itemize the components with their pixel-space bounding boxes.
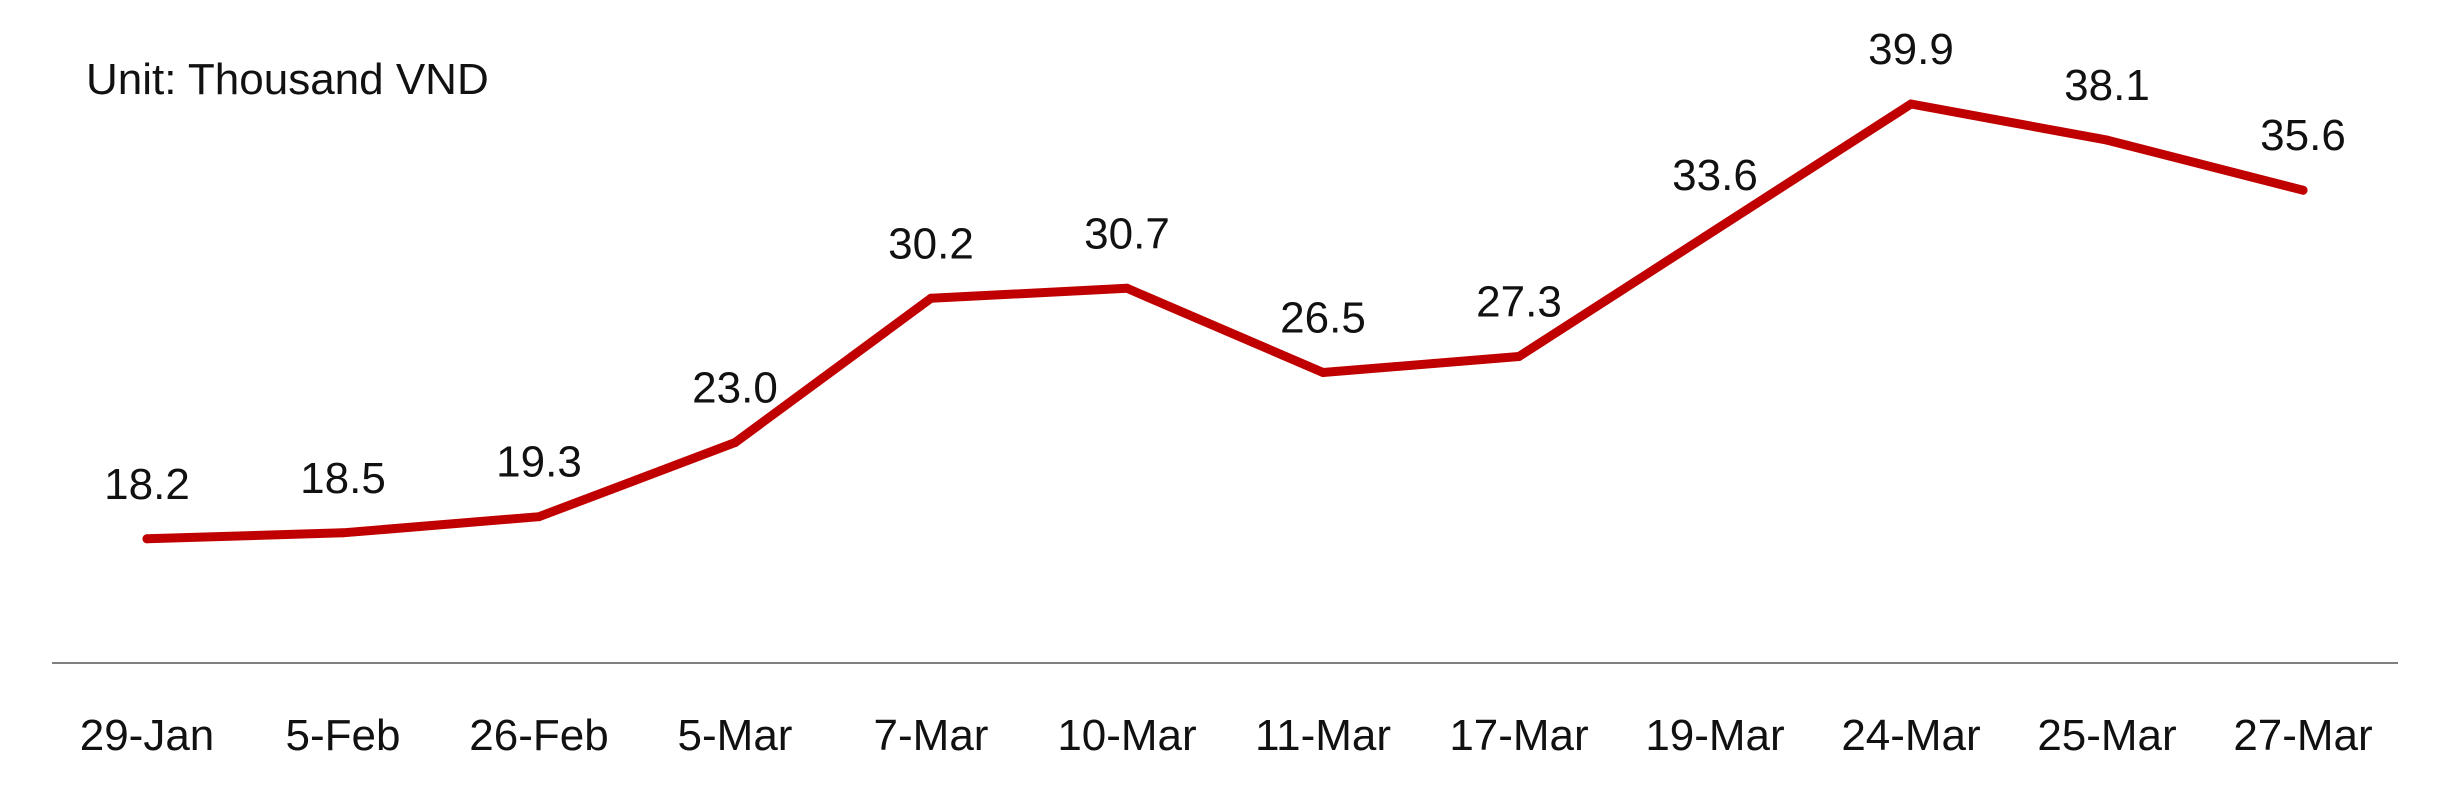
data-point	[1514, 352, 1524, 361]
x-tick-label: 24-Mar	[1841, 711, 1980, 760]
x-tick-label: 26-Feb	[469, 711, 608, 760]
x-tick-label: 25-Mar	[2037, 711, 2176, 760]
data-point	[730, 438, 740, 448]
data-point	[2298, 185, 2308, 195]
data-point	[142, 534, 152, 544]
data-label: 35.6	[2260, 111, 2346, 160]
data-label: 38.1	[2064, 61, 2150, 110]
data-label: 18.5	[300, 454, 386, 503]
data-point	[1318, 368, 1328, 377]
data-point	[534, 512, 544, 522]
x-tick-label: 5-Mar	[678, 711, 793, 760]
x-tick-label: 17-Mar	[1449, 711, 1588, 760]
data-label: 39.9	[1868, 25, 1954, 74]
data-label: 18.2	[104, 460, 190, 509]
data-label: 19.3	[496, 438, 582, 487]
data-point	[926, 293, 936, 303]
x-tick-label: 29-Jan	[80, 711, 215, 760]
x-tick-label: 7-Mar	[874, 711, 989, 760]
x-tick-label: 5-Feb	[286, 711, 401, 760]
data-label: 30.2	[888, 219, 974, 268]
data-point	[338, 528, 348, 538]
data-point	[2102, 135, 2112, 145]
data-point	[1906, 99, 1916, 109]
data-label: 26.5	[1280, 294, 1366, 343]
x-tick-label: 10-Mar	[1057, 711, 1196, 760]
x-tick-label: 11-Mar	[1255, 711, 1391, 760]
data-label: 23.0	[692, 364, 778, 413]
unit-annotation: Unit: Thousand VND	[86, 55, 489, 104]
data-label: 30.7	[1084, 209, 1170, 258]
data-label: 33.6	[1672, 151, 1758, 200]
data-point	[1710, 225, 1720, 235]
data-label: 27.3	[1476, 278, 1562, 327]
data-point	[1122, 283, 1132, 293]
x-tick-label: 19-Mar	[1645, 711, 1784, 760]
x-tick-label: 27-Mar	[2233, 711, 2372, 760]
series-line	[142, 99, 2308, 544]
